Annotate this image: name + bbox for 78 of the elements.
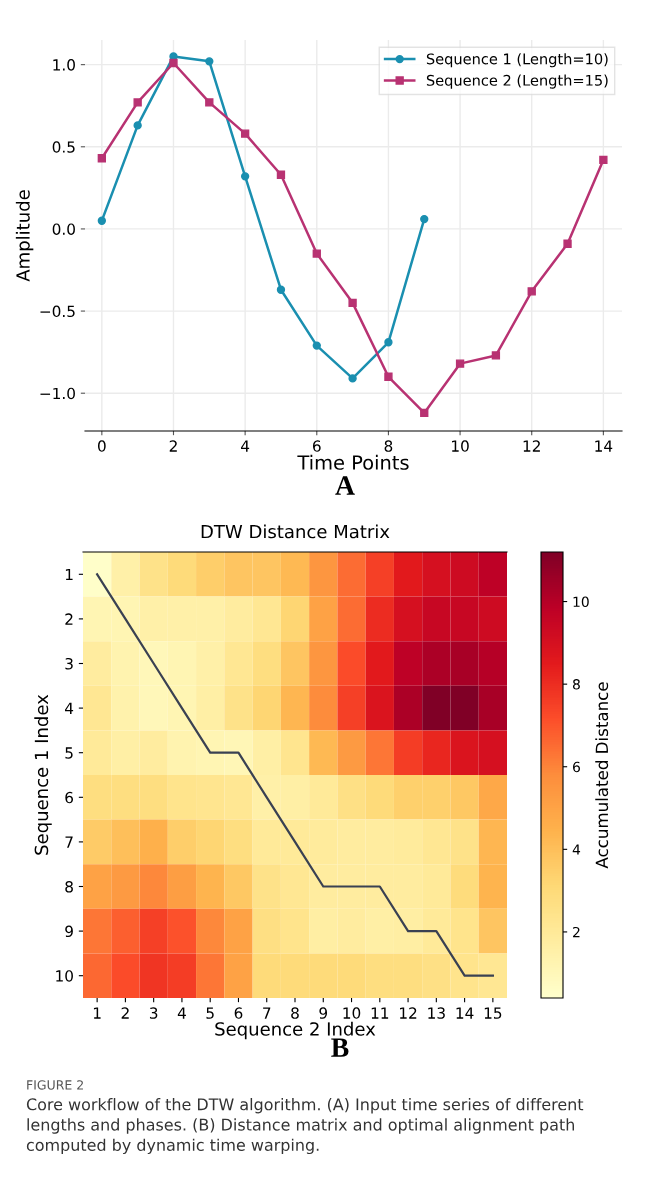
point [97, 216, 107, 225]
color-bar-label: 8 [572, 679, 580, 690]
text: A [335, 476, 355, 495]
x-tick-label: 12 [400, 1007, 417, 1019]
x-tick-label: 8 [291, 1007, 299, 1019]
y-tick-label: 1 [65, 568, 73, 581]
x-tick-label: 1 [93, 1007, 101, 1019]
color-bar-label: 2 [573, 926, 580, 938]
point [420, 214, 429, 224]
y-tick-label: 6 [65, 791, 74, 804]
point [276, 170, 286, 179]
text: B [331, 1038, 349, 1057]
x-tick-label: 0 [97, 440, 106, 452]
x-tick-label: 7 [263, 1007, 271, 1019]
x-tick-label: 12 [523, 440, 540, 452]
y-tick-label: 8 [65, 880, 73, 893]
x-tick-label: 2 [169, 440, 177, 452]
y-tick-label: 9 [65, 925, 73, 938]
y-tick-label: 0.0 [52, 223, 75, 235]
point [133, 98, 142, 107]
point [240, 172, 250, 181]
point [240, 129, 250, 138]
x-tick-label: 11 [371, 1007, 389, 1019]
x-tick-label: 3 [149, 1007, 158, 1019]
x-tick-label: 10 [452, 440, 469, 452]
point [348, 374, 357, 383]
y-axis-title: Amplitude [15, 190, 34, 282]
y-axis-title: Sequence 1 Index [34, 694, 52, 855]
point [276, 285, 286, 294]
color-bar-label: 6 [573, 761, 580, 773]
text: Core workflow of the DTW algorithm. (A) Input time series of different lengths and phases. (B) Distance matrix and optimal alignment path computed by dynamic time warping. [26, 1098, 584, 1155]
x-tick-label: 5 [206, 1007, 214, 1019]
x-tick-label: 6 [234, 1007, 243, 1019]
color-bar-title: Accumulated Distance [595, 682, 609, 869]
x-tick-label: 10 [343, 1007, 361, 1019]
x-axis-title: Time Points [297, 454, 409, 470]
y-tick-label: 1.0 [53, 59, 75, 71]
x-tick-label: 9 [319, 1007, 328, 1019]
point [384, 372, 393, 381]
point [455, 359, 465, 368]
point [312, 341, 321, 350]
chart-title: DTW Distance Matrix [201, 524, 390, 539]
x-tick-label: 4 [177, 1007, 186, 1019]
color-bar-label: 4 [572, 844, 581, 855]
point [384, 338, 393, 347]
color-bar-label: 10 [573, 596, 589, 608]
point [133, 121, 142, 130]
point [420, 408, 429, 418]
point [599, 155, 608, 165]
x-tick-label: 14 [456, 1007, 474, 1019]
point [348, 298, 357, 308]
point [169, 58, 178, 68]
y-tick-label: 5 [65, 747, 73, 759]
y-tick-label: 4 [65, 702, 74, 714]
x-tick-label: 8 [384, 440, 393, 452]
y-tick-label: −0.5 [40, 305, 75, 318]
point [491, 351, 501, 360]
point [563, 239, 572, 248]
point [527, 287, 536, 296]
point [312, 249, 321, 258]
x-tick-label: 4 [241, 440, 250, 452]
y-tick-label: −1.0 [40, 387, 75, 400]
point [205, 57, 214, 66]
caption: FIGURE 2 [27, 1080, 83, 1090]
point [205, 98, 214, 107]
y-tick-label: 7 [65, 836, 73, 848]
x-tick-label: 13 [428, 1007, 445, 1019]
y-tick-label: 2 [65, 613, 73, 625]
point [97, 154, 107, 163]
legend-label: Sequence 1 (Length=10) [426, 53, 608, 68]
y-tick-label: 10 [56, 970, 73, 982]
x-tick-label: 15 [484, 1007, 502, 1019]
y-tick-label: 3 [65, 657, 73, 670]
y-tick-label: 0.5 [52, 141, 75, 153]
x-tick-label: 6 [312, 440, 321, 452]
legend-label: Sequence 2 (Length=15) [426, 74, 608, 89]
x-tick-label: 2 [121, 1007, 129, 1019]
x-tick-label: 14 [595, 440, 613, 452]
